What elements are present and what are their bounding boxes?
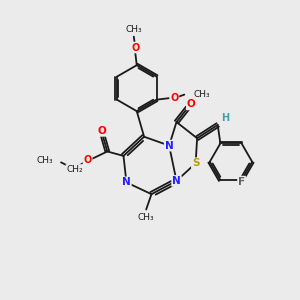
Text: N: N: [122, 177, 131, 188]
Text: H: H: [221, 112, 229, 123]
Text: O: O: [97, 126, 106, 136]
Text: CH₃: CH₃: [138, 213, 154, 222]
Text: CH₃: CH₃: [36, 156, 53, 165]
Text: N: N: [172, 176, 181, 186]
Text: N: N: [165, 141, 173, 151]
Text: O: O: [131, 43, 140, 52]
Text: CH₃: CH₃: [125, 25, 142, 34]
Text: F: F: [238, 177, 245, 187]
Text: O: O: [187, 99, 196, 110]
Text: O: O: [83, 155, 92, 165]
Text: CH₂: CH₂: [66, 165, 82, 174]
Text: S: S: [192, 158, 200, 168]
Text: CH₃: CH₃: [194, 90, 210, 99]
Text: O: O: [170, 93, 178, 103]
